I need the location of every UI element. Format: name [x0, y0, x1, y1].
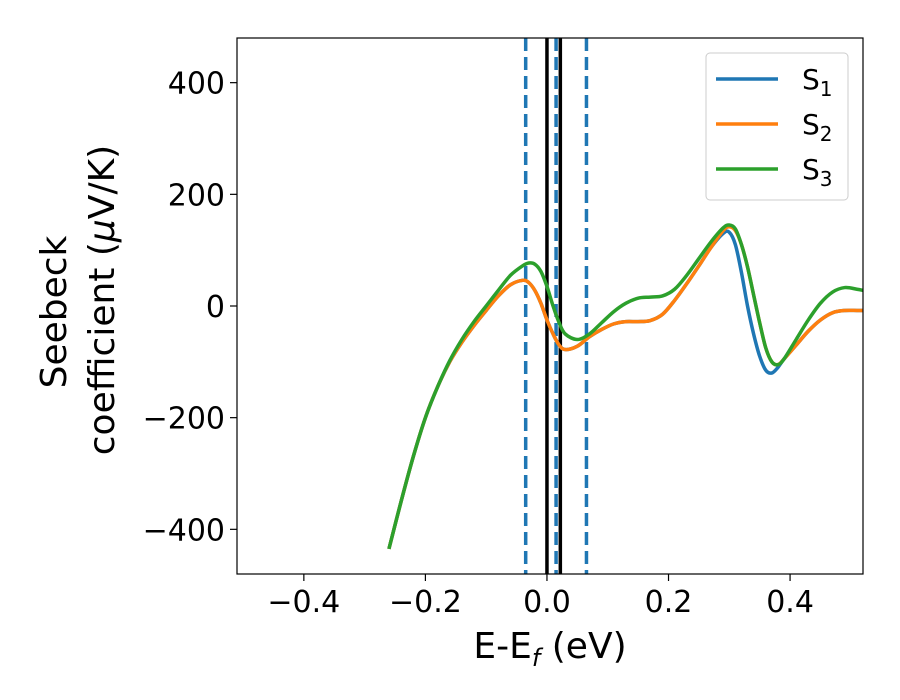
legend-label-S1: S1 — [802, 63, 833, 101]
series-line-S3 — [387, 223, 863, 550]
x-tick-label: −0.4 — [267, 585, 340, 620]
legend-box — [705, 52, 849, 201]
x-axis-ticks: −0.4 −0.2 0.0 0.2 0.4 — [267, 574, 814, 620]
y-tick-label: 400 — [168, 67, 225, 102]
legend-label-sub: 2 — [820, 122, 833, 146]
y-tick-label: −400 — [143, 513, 225, 548]
legend-label-S2: S2 — [802, 108, 833, 146]
y-axis-label-line2-prefix: coefficient ( — [82, 242, 123, 455]
y-tick-label: 0 — [206, 290, 225, 325]
y-axis-ticks: −400 −200 0 200 400 — [143, 67, 237, 548]
x-axis-label: E-Ef (eV) — [473, 626, 626, 672]
y-axis-label-line1: Seebeck — [34, 235, 75, 388]
y-axis-label: Seebeck coefficient (μV/K) — [34, 145, 123, 455]
x-tick-label: 0.4 — [766, 585, 814, 620]
x-axis-label-suffix: (eV) — [540, 626, 626, 667]
y-axis-label-line2: coefficient (μV/K) — [82, 145, 123, 455]
x-tick-label: 0.0 — [523, 585, 571, 620]
x-tick-label: −0.2 — [389, 585, 462, 620]
series-lines — [387, 223, 863, 550]
y-axis-label-line2-suffix: V/K) — [82, 145, 123, 219]
vertical-lines — [523, 38, 589, 574]
x-tick-label: 0.2 — [645, 585, 693, 620]
legend-label-sub: 3 — [820, 167, 833, 191]
legend-label-S3: S3 — [802, 153, 833, 191]
legend-label-base: S — [802, 108, 820, 141]
x-axis-label-base: E-E — [473, 626, 531, 667]
legend-label-sub: 1 — [820, 77, 833, 101]
legend-label-base: S — [802, 153, 820, 186]
y-tick-label: 200 — [168, 178, 225, 213]
y-tick-label: −200 — [143, 402, 225, 437]
y-axis-label-mu: μ — [82, 219, 123, 243]
legend-label-base: S — [802, 63, 820, 96]
